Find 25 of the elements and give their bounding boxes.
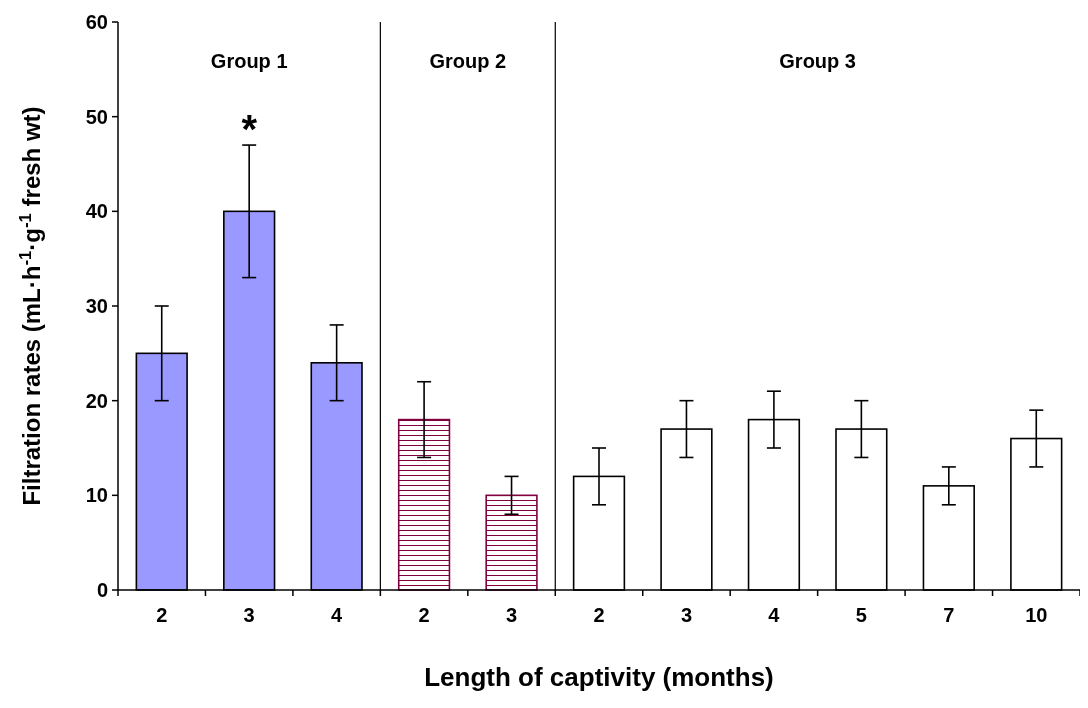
x-tick-label: 4 [768,604,781,626]
y-tick-label: 10 [85,484,108,507]
x-tick-label: 3 [243,604,255,626]
x-tick-label: 2 [593,604,605,626]
x-tick-label: 4 [331,604,344,626]
x-tick-label: 3 [680,604,693,626]
x-tick-label: 10 [1025,604,1048,626]
annotation: * [241,107,258,152]
y-tick-label: 50 [85,105,108,128]
x-tick-label: 2 [156,604,168,626]
y-tick-label: 20 [85,389,108,412]
y-tick-label: 60 [85,11,108,33]
annotation: Group 2 [429,50,507,72]
annotation: Group 3 [779,50,856,72]
x-tick-label: 3 [505,604,518,626]
x-tick-label: 5 [855,604,867,626]
y-tick-label: 40 [85,200,108,223]
bar [485,494,538,591]
x-axis-title: Length of captivity (months) [424,662,774,692]
x-tick-label: 2 [418,604,430,626]
y-tick-label: 0 [96,579,108,601]
annotation: Group 1 [210,50,288,72]
x-tick-label: 7 [943,604,955,626]
y-tick-label: 30 [85,295,108,317]
bar [397,418,451,591]
